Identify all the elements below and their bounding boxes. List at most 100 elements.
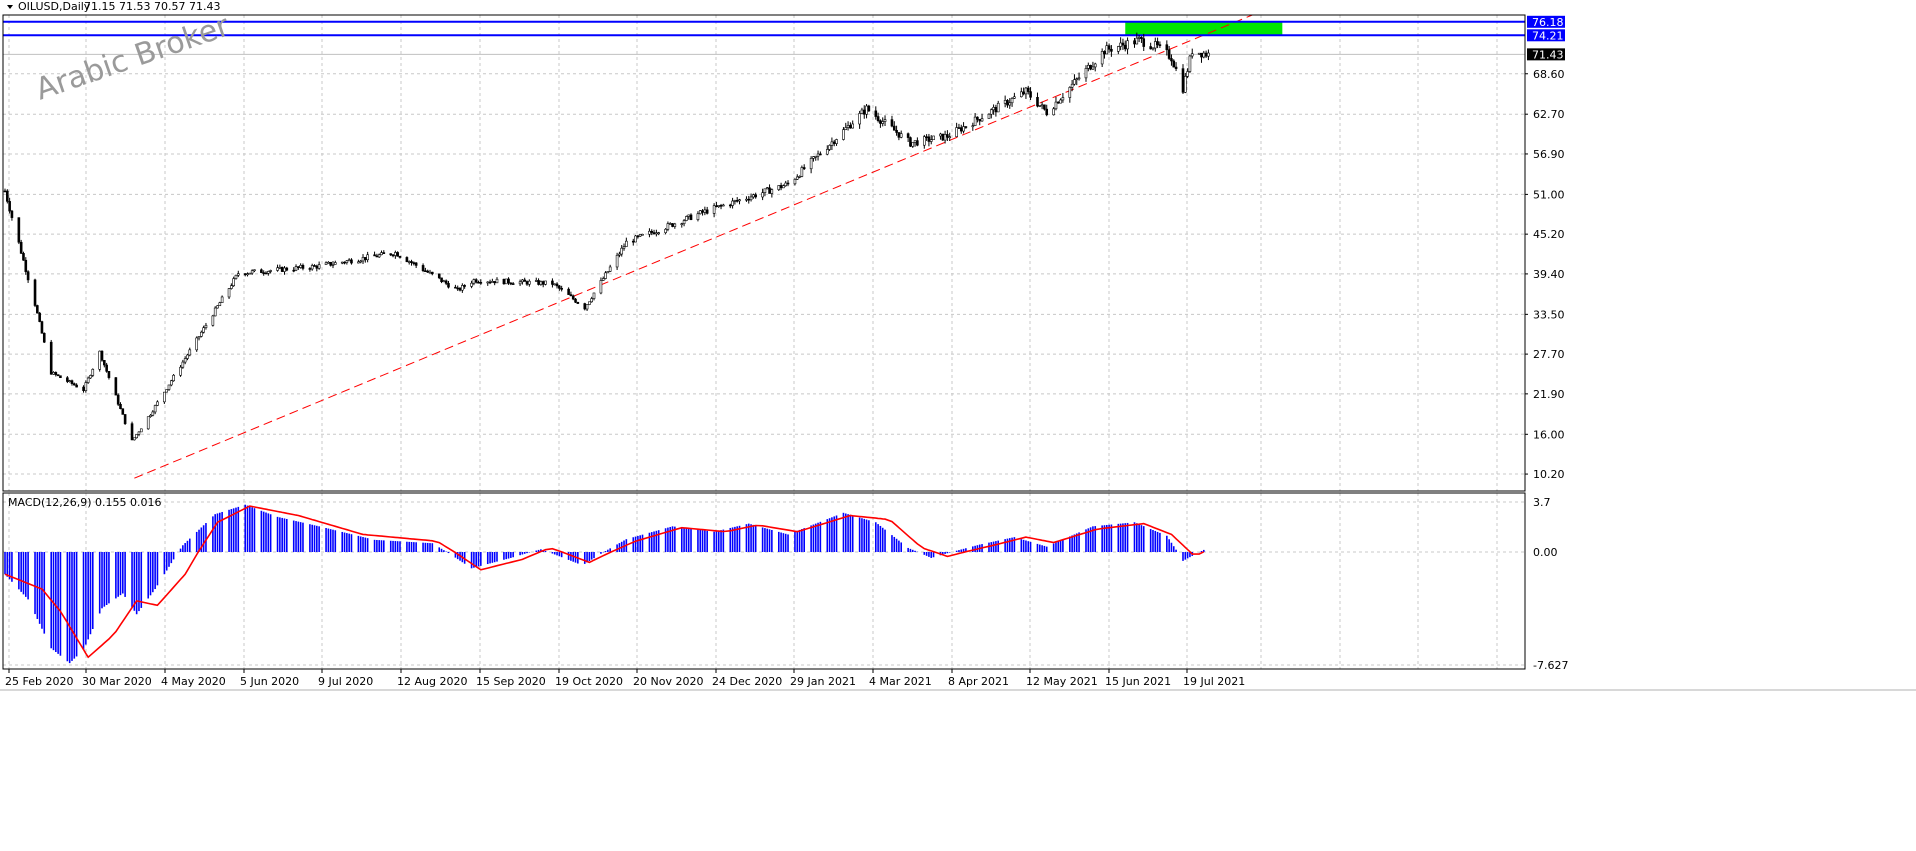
candle-body xyxy=(929,139,933,142)
candle-body xyxy=(1038,105,1042,107)
candle-body xyxy=(712,205,716,214)
candle-body xyxy=(722,204,725,207)
candle-body xyxy=(599,280,603,294)
candle-body xyxy=(412,262,416,264)
x-tick-label: 9 Jul 2020 xyxy=(318,675,373,688)
candle-body xyxy=(428,271,432,274)
candle-body xyxy=(114,377,118,396)
candle-body xyxy=(10,210,14,218)
candle-body xyxy=(620,247,624,255)
candle-body xyxy=(329,261,332,266)
candle-body xyxy=(1153,41,1157,49)
level-price-label: 74.21 xyxy=(1532,29,1564,42)
candle-body xyxy=(819,153,822,156)
candle-body xyxy=(989,109,993,115)
candle-body xyxy=(1142,38,1146,47)
candle-body xyxy=(227,288,231,298)
candle-body xyxy=(285,267,289,271)
candle-body xyxy=(784,182,788,187)
candle-body xyxy=(163,391,166,403)
candle-body xyxy=(1181,68,1185,93)
candle-body xyxy=(521,279,524,283)
candle-body xyxy=(590,298,593,303)
candle-body xyxy=(867,105,871,112)
candle-body xyxy=(149,414,152,417)
candle-body xyxy=(463,285,466,287)
macd-histogram xyxy=(4,504,1205,664)
candle-body xyxy=(1059,99,1062,104)
candle-body xyxy=(66,377,69,382)
candle-body xyxy=(502,278,506,285)
collapse-triangle-icon[interactable] xyxy=(7,5,13,9)
candle-body xyxy=(1022,91,1025,95)
candle-body xyxy=(84,382,88,391)
candle-body xyxy=(795,176,799,180)
support-trendline[interactable] xyxy=(134,14,1253,479)
candle-body xyxy=(680,223,684,225)
candle-body xyxy=(560,288,563,290)
candle-body xyxy=(308,268,312,270)
candle-body xyxy=(652,232,656,235)
candle-body xyxy=(745,198,748,201)
candle-body xyxy=(717,205,721,207)
candle-body xyxy=(657,232,660,234)
candle-body xyxy=(26,271,30,281)
candle-body xyxy=(731,200,734,206)
candle-body xyxy=(283,267,286,272)
candle-body xyxy=(655,232,658,235)
candle-body xyxy=(153,405,157,413)
candle-body xyxy=(297,266,300,268)
candle-body xyxy=(592,292,596,299)
candle-body xyxy=(1100,51,1104,65)
candle-body xyxy=(380,252,383,256)
candle-body xyxy=(858,113,861,125)
current-price-tag xyxy=(1527,48,1565,61)
candle-body xyxy=(188,349,192,356)
candle-body xyxy=(260,269,263,273)
resistance-zone[interactable] xyxy=(1125,21,1283,36)
candle-body xyxy=(1119,42,1122,47)
candle-body xyxy=(943,134,947,141)
candle-body xyxy=(828,145,831,150)
candle-body xyxy=(6,190,9,202)
candle-body xyxy=(313,265,316,267)
candle-body xyxy=(1006,100,1009,106)
candle-body xyxy=(1093,63,1097,68)
candle-body xyxy=(139,428,143,433)
candle-body xyxy=(280,266,284,272)
candle-body xyxy=(601,278,605,281)
candle-body xyxy=(1135,37,1139,45)
candle-body xyxy=(715,205,718,208)
candle-body xyxy=(22,253,25,261)
candle-body xyxy=(391,254,395,257)
candle-body xyxy=(1029,91,1032,98)
macd-signal-line xyxy=(4,505,1205,659)
candle-body xyxy=(957,127,961,129)
candle-body xyxy=(576,301,580,304)
candle-body xyxy=(1190,53,1194,57)
candle-body xyxy=(606,271,610,274)
candle-body xyxy=(1137,36,1141,39)
candle-body xyxy=(862,109,866,115)
y-tick-label: 68.60 xyxy=(1533,68,1565,81)
candle-body xyxy=(327,261,330,264)
candle-body xyxy=(830,141,834,146)
candle-body xyxy=(558,285,561,289)
candle-body xyxy=(585,304,589,310)
candle-body xyxy=(82,386,85,391)
candle-body xyxy=(705,209,709,214)
candle-body xyxy=(204,324,208,329)
candle-body xyxy=(105,364,108,372)
x-tick-label: 4 May 2020 xyxy=(161,675,226,688)
candle-body xyxy=(479,282,483,284)
ohlc-readout: 71.15 71.53 70.57 71.43 xyxy=(84,0,220,13)
candle-body xyxy=(1140,36,1143,39)
candle-body xyxy=(1188,55,1192,72)
candle-body xyxy=(544,280,547,285)
bottom-scroll-strip xyxy=(0,689,1916,691)
candle-body xyxy=(394,252,397,256)
candle-body xyxy=(846,125,850,128)
candle-body xyxy=(248,272,252,275)
candle-body xyxy=(123,414,127,424)
candle-body xyxy=(495,278,499,284)
